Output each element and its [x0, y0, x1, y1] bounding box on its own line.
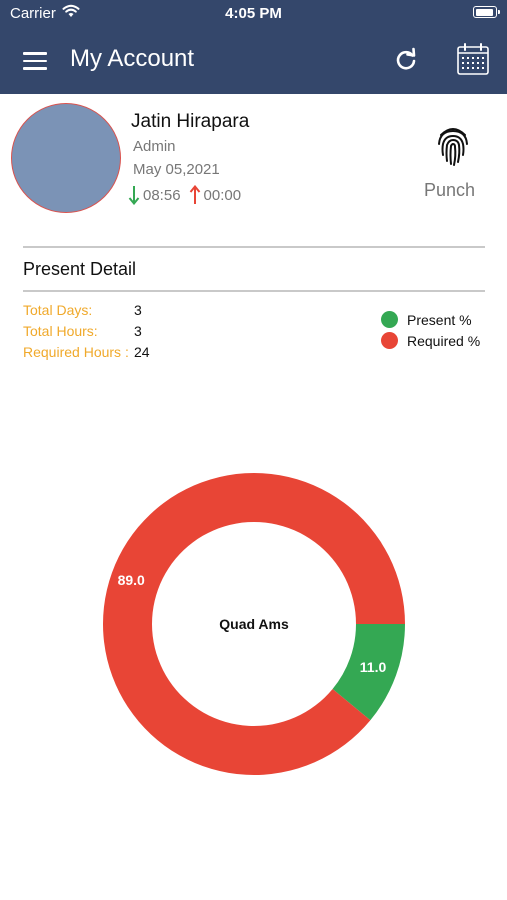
in-time: 08:56 [143, 186, 181, 204]
donut-slice-label: 11.0 [360, 659, 387, 675]
legend-dot-present [381, 311, 398, 328]
user-name: Jatin Hirapara [131, 111, 250, 132]
status-time: 4:05 PM [225, 5, 282, 22]
total-days-value: 3 [134, 302, 142, 318]
legend-required: Required % [381, 332, 480, 349]
required-hours-value: 24 [134, 344, 150, 360]
legend-dot-required [381, 332, 398, 349]
battery-icon [473, 6, 500, 18]
donut-center-label: Quad Ams [219, 616, 289, 632]
legend-required-label: Required % [407, 332, 481, 349]
divider [23, 290, 485, 292]
user-date: May 05,2021 [133, 161, 220, 178]
attendance-donut-chart: 11.0 89.0 Quad Ams [102, 473, 405, 775]
page-title: My Account [70, 45, 195, 72]
arrow-up-icon [189, 185, 200, 204]
legend-present: Present % [381, 311, 472, 328]
refresh-icon[interactable] [392, 46, 420, 74]
legend-present-label: Present % [407, 311, 472, 328]
total-days-label: Total Days: [23, 302, 93, 318]
menu-icon[interactable] [23, 52, 47, 70]
carrier-label: Carrier [10, 5, 56, 22]
donut-slice-present[interactable] [332, 624, 405, 721]
total-hours-value: 3 [134, 323, 142, 339]
arrow-down-icon [128, 186, 140, 205]
calendar-icon[interactable] [456, 42, 490, 76]
donut-slice-required[interactable] [102, 473, 405, 775]
avatar[interactable] [11, 103, 121, 213]
section-title: Present Detail [23, 259, 137, 279]
user-role: Admin [133, 138, 176, 155]
fingerprint-icon[interactable] [436, 125, 470, 167]
total-hours-label: Total Hours: [23, 323, 98, 339]
wifi-icon [62, 4, 80, 17]
donut-slice-label: 89.0 [118, 572, 145, 588]
nav-bar: My Account [0, 28, 507, 94]
out-time: 00:00 [203, 186, 242, 204]
status-bar: Carrier 4:05 PM [0, 0, 507, 28]
punch-button[interactable]: Punch [424, 180, 476, 200]
punch-times: 08:56 00:00 [128, 185, 241, 205]
divider [23, 246, 485, 248]
required-hours-label: Required Hours : [23, 344, 129, 360]
